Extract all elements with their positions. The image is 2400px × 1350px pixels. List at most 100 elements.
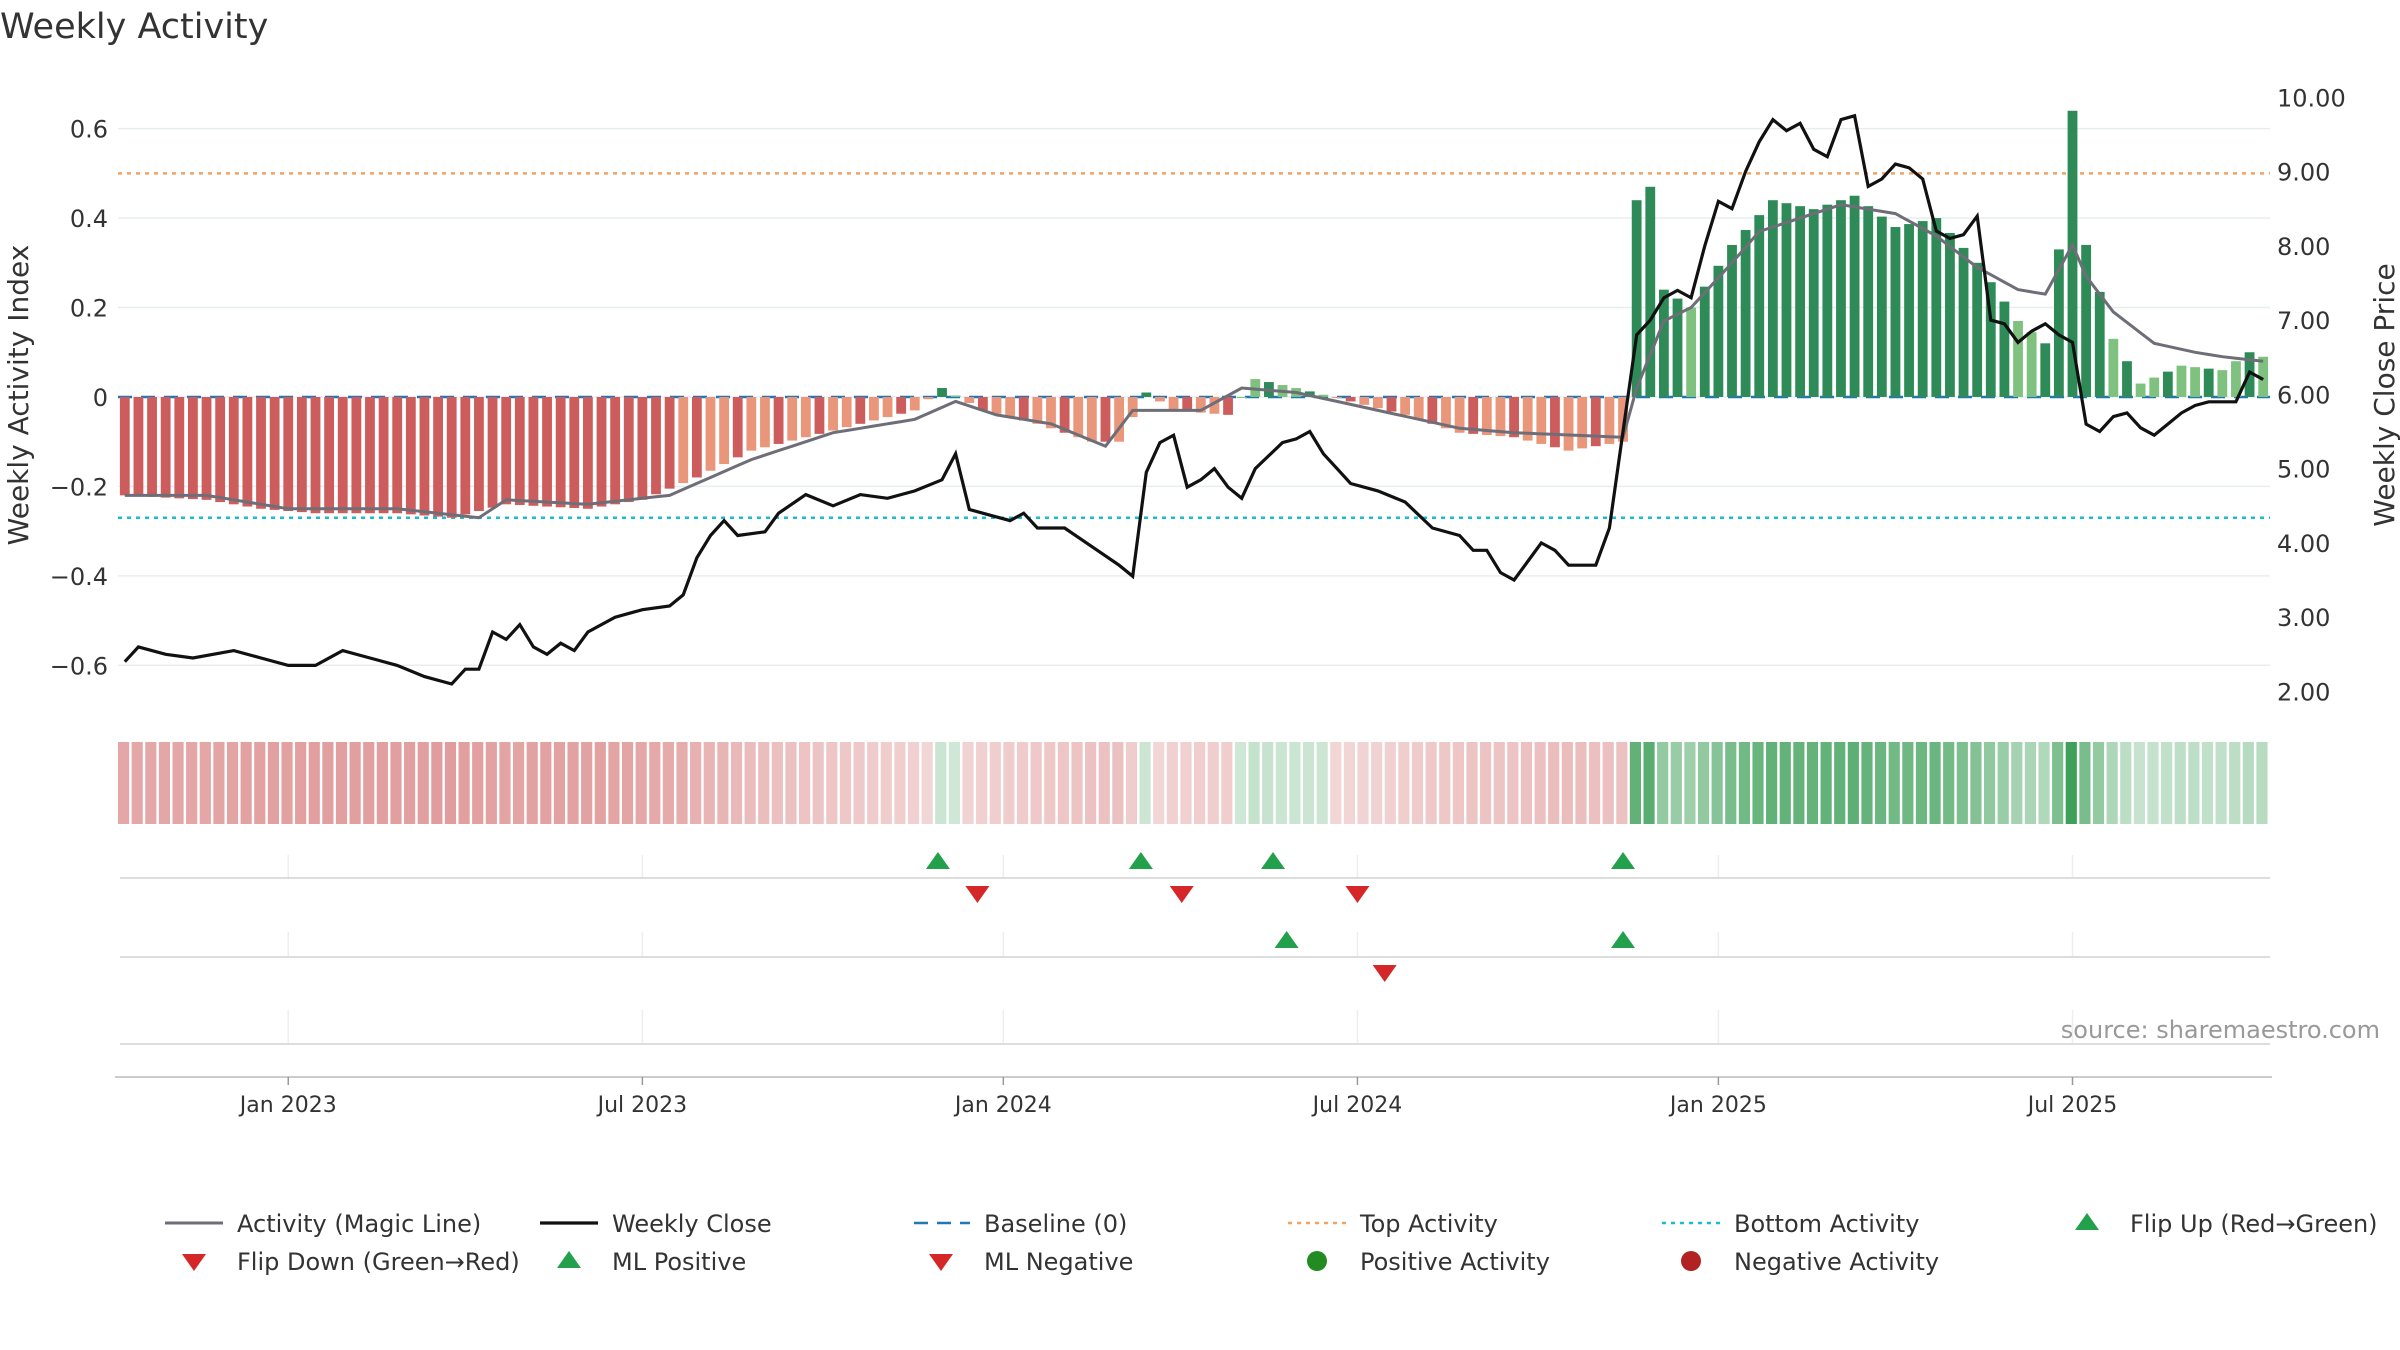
- activity-bar-142: [2053, 249, 2064, 397]
- strip-cell-52: [826, 742, 838, 824]
- activity-bar-110: [1618, 396, 1628, 442]
- activity-bar-141: [2040, 343, 2051, 397]
- legend-item-3-label: Top Activity: [1359, 1210, 1498, 1238]
- strip-cell-20: [390, 742, 402, 824]
- activity-bar-116: [1699, 286, 1710, 397]
- activity-bar-13: [296, 396, 307, 513]
- strip-cell-57: [894, 742, 906, 824]
- activity-bar-130: [1890, 227, 1901, 397]
- activity-bar-147: [2122, 361, 2132, 397]
- strip-cell-44: [717, 742, 729, 824]
- activity-bar-120: [1754, 215, 1765, 397]
- activity-bar-93: [1386, 396, 1397, 412]
- strip-cell-26: [472, 742, 484, 824]
- activity-bar-23: [433, 396, 443, 517]
- activity-bar-69: [1059, 396, 1070, 433]
- strip-cell-98: [1452, 742, 1464, 824]
- strip-cell-104: [1534, 742, 1546, 824]
- activity-bar-131: [1904, 224, 1914, 397]
- strip-cell-63: [976, 742, 988, 824]
- activity-bar-105: [1550, 396, 1560, 448]
- activity-bar-70: [1073, 396, 1084, 438]
- activity-bar-53: [841, 396, 852, 428]
- strip-cell-61: [948, 742, 961, 824]
- strip-cell-121: [1766, 742, 1778, 824]
- ml-positive-marker-1: [1611, 931, 1636, 948]
- legend: Activity (Magic Line) Weekly Close Baselin…: [165, 1210, 2378, 1276]
- strip-cell-93: [1384, 742, 1396, 824]
- activity-bar-106: [1563, 396, 1574, 451]
- strip-cell-64: [989, 742, 1001, 824]
- strip-cell-9: [240, 742, 252, 824]
- strip-cell-51: [812, 742, 824, 824]
- y2-tick-label-4: 6.00: [2277, 381, 2330, 409]
- y-tick-label-2: 0.2: [70, 295, 108, 323]
- activity-bar-4: [174, 396, 185, 499]
- activity-bar-140: [2026, 332, 2037, 397]
- strip-cell-119: [1738, 742, 1750, 824]
- activity-bar-98: [1454, 396, 1465, 433]
- strip-cell-138: [1997, 742, 2009, 824]
- activity-bar-15: [324, 396, 335, 514]
- strip-cell-4: [172, 742, 184, 824]
- strip-cell-70: [1071, 742, 1083, 824]
- ml-markers-panel: [120, 931, 2270, 1045]
- strip-cell-141: [2038, 742, 2050, 824]
- strip-cell-14: [308, 742, 320, 824]
- strip-cell-118: [1725, 742, 1737, 824]
- y2-tick-label-6: 4.00: [2277, 530, 2330, 558]
- strip-cell-97: [1439, 742, 1451, 824]
- activity-bar-27: [487, 396, 498, 508]
- legend-item-8-swatch: [929, 1254, 953, 1271]
- strip-cell-75: [1139, 742, 1151, 824]
- activity-bar-8: [228, 396, 239, 505]
- strip-cell-126: [1834, 742, 1846, 824]
- strip-cell-33: [567, 742, 579, 824]
- activity-bar-5: [188, 396, 198, 500]
- strip-cell-134: [1943, 742, 1955, 824]
- activity-bar-72: [1100, 396, 1111, 442]
- activity-bar-111: [1631, 200, 1642, 397]
- activity-bar-127: [1849, 195, 1860, 397]
- strip-cell-67: [1030, 742, 1042, 824]
- strip-cell-81: [1221, 742, 1233, 824]
- strip-cell-100: [1480, 742, 1492, 824]
- activity-bar-88: [1318, 394, 1329, 397]
- activity-bar-90: [1345, 396, 1356, 402]
- strip-cell-140: [2024, 742, 2037, 824]
- strip-cell-17: [349, 742, 361, 824]
- activity-bar-149: [2149, 377, 2160, 397]
- strip-cell-117: [1711, 742, 1723, 824]
- strip-cell-24: [444, 742, 457, 824]
- strip-cell-23: [431, 742, 443, 824]
- activity-bar-153: [2203, 368, 2214, 397]
- strip-cell-43: [703, 742, 715, 824]
- x-tick-label-4: Jan 2025: [1668, 1093, 1767, 1118]
- strip-cell-139: [2011, 742, 2023, 824]
- strip-cell-34: [581, 742, 593, 824]
- strip-cell-56: [880, 742, 892, 824]
- strip-cell-152: [2188, 742, 2200, 824]
- strip-cell-143: [2065, 742, 2077, 824]
- strip-cell-79: [1194, 742, 1206, 824]
- strip-cell-96: [1425, 742, 1437, 824]
- strip-cell-21: [404, 742, 416, 824]
- activity-bar-55: [869, 396, 879, 421]
- activity-bar-7: [215, 396, 226, 503]
- strip-cell-115: [1684, 742, 1696, 824]
- flip-up-marker-3: [1611, 852, 1636, 869]
- strip-cell-68: [1044, 742, 1056, 824]
- strip-cell-83: [1248, 742, 1260, 824]
- activity-bar-26: [474, 396, 484, 512]
- activity-bar-77: [1168, 396, 1179, 411]
- y2-tick-label-2: 8.00: [2277, 233, 2330, 261]
- activity-color-strip: [118, 742, 2268, 824]
- strip-cell-16: [335, 742, 348, 824]
- ml-negative-marker-0: [1372, 965, 1397, 982]
- activity-bar-54: [855, 396, 866, 424]
- strip-cell-29: [512, 742, 525, 824]
- strip-cell-105: [1548, 742, 1560, 824]
- strip-cell-102: [1507, 742, 1519, 824]
- strip-cell-127: [1847, 742, 1859, 824]
